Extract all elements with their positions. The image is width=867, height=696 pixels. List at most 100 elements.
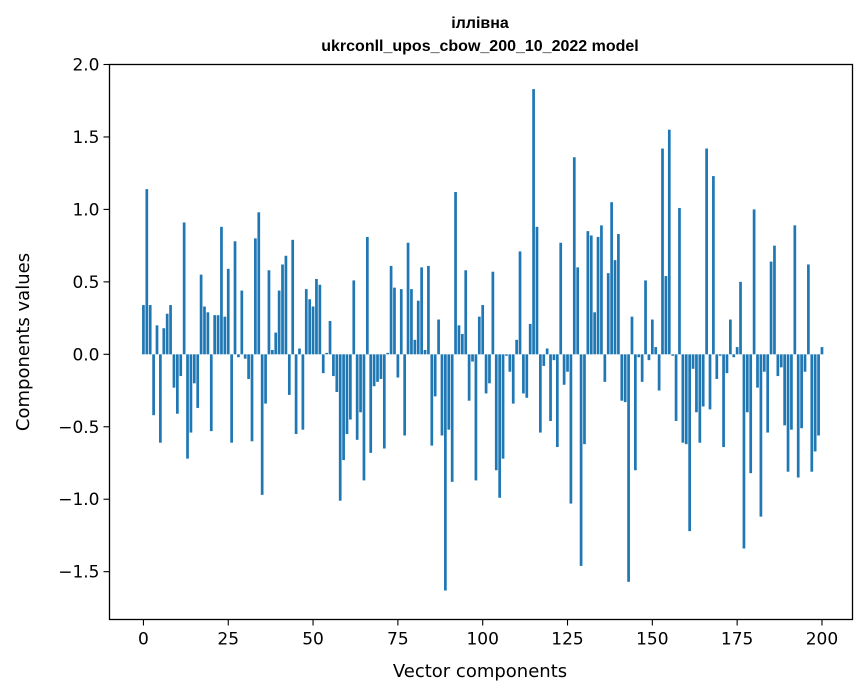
bar (535, 226, 539, 355)
bar (552, 354, 556, 361)
bar (471, 354, 474, 362)
x-tick-label: 50 (302, 630, 324, 650)
bar (583, 354, 586, 445)
bar (165, 313, 169, 355)
bar (477, 316, 481, 355)
bar (450, 354, 454, 482)
bar (342, 354, 345, 461)
bar (488, 354, 491, 384)
x-tick-label: 100 (466, 630, 498, 650)
bar (593, 312, 597, 355)
bar (566, 354, 569, 372)
bar (216, 315, 220, 355)
bar (732, 354, 736, 358)
bar (376, 354, 379, 382)
bar (572, 157, 576, 355)
bar (715, 354, 719, 379)
bar (745, 354, 749, 413)
bar (779, 354, 783, 368)
bar (705, 148, 708, 355)
bar (762, 354, 766, 372)
bar (277, 290, 281, 355)
bar (712, 176, 715, 355)
bar (403, 354, 407, 436)
bar (467, 354, 471, 401)
bar (725, 354, 729, 374)
bar (820, 347, 824, 355)
bar (372, 354, 376, 387)
bar (688, 354, 691, 532)
bar (559, 242, 563, 355)
bar (722, 354, 725, 448)
bar (315, 278, 318, 355)
bar (420, 267, 423, 355)
x-tick-label: 200 (806, 630, 838, 650)
bar (678, 207, 681, 355)
bar (159, 354, 162, 443)
y-tick-label: −1.5 (58, 563, 99, 583)
bar (600, 225, 603, 355)
bar (481, 305, 485, 355)
bar (416, 300, 420, 355)
bar (260, 354, 264, 495)
bar (562, 354, 566, 385)
bar (237, 354, 240, 358)
bar (525, 354, 529, 398)
bar (349, 354, 352, 420)
bar (389, 265, 393, 355)
bar (739, 281, 742, 355)
bar (661, 148, 664, 355)
bar (318, 284, 322, 355)
bar (444, 354, 447, 591)
bar (199, 274, 203, 355)
y-tick-label: 0.0 (72, 345, 99, 365)
bar (427, 265, 430, 355)
bar (230, 354, 233, 443)
bar (365, 236, 369, 355)
x-axis-ticks: 0 25 50 75 100 125 150 175 200 (138, 619, 838, 650)
bar (790, 354, 793, 430)
bar (321, 354, 325, 374)
bar (213, 315, 217, 355)
bar (752, 209, 756, 355)
bar (664, 276, 668, 355)
bar (233, 241, 237, 355)
bar (579, 354, 583, 566)
bar (304, 289, 308, 355)
bar (650, 319, 654, 355)
bar (338, 354, 342, 501)
bar (528, 323, 532, 355)
bar (684, 354, 688, 445)
bar (440, 354, 444, 436)
bar (182, 222, 186, 355)
bar (759, 354, 763, 517)
bar (654, 347, 658, 355)
bar (644, 280, 647, 355)
bar (545, 348, 549, 355)
bar (630, 316, 634, 355)
bar (793, 225, 797, 355)
bar (698, 354, 702, 443)
bar (413, 339, 417, 355)
bar (786, 354, 790, 472)
bar (647, 354, 651, 361)
bar (396, 354, 400, 378)
bar (766, 354, 770, 433)
bar (667, 129, 671, 355)
bar (386, 352, 390, 355)
bar (491, 271, 495, 355)
bar (718, 354, 722, 356)
bar (515, 339, 518, 355)
bar (399, 289, 403, 355)
bar (291, 239, 295, 355)
bar (800, 354, 803, 429)
bar (325, 352, 328, 355)
bar (423, 349, 427, 355)
bar (274, 332, 278, 355)
y-tick-label: −1.0 (58, 490, 99, 510)
bar (335, 354, 339, 392)
bar (433, 354, 437, 397)
bar (379, 354, 383, 379)
bar (735, 347, 739, 355)
